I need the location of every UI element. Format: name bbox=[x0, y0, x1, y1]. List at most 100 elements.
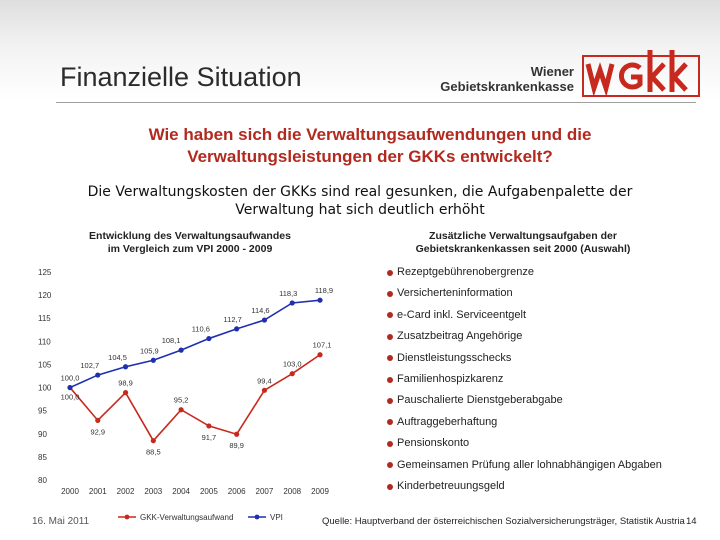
data-point bbox=[206, 423, 212, 429]
data-label: 114,6 bbox=[251, 306, 269, 315]
data-point bbox=[234, 431, 240, 437]
x-tick-label: 2009 bbox=[311, 487, 329, 496]
data-label: 98,9 bbox=[118, 379, 133, 388]
data-point bbox=[317, 352, 323, 358]
data-label: 99,4 bbox=[257, 376, 272, 385]
question-line-2: Verwaltungsleistungen der GKKs entwickel… bbox=[187, 147, 553, 166]
y-tick-label: 110 bbox=[38, 337, 51, 346]
x-tick-label: 2001 bbox=[89, 487, 107, 496]
wgkk-logo-mark bbox=[582, 50, 700, 97]
y-tick-label: 105 bbox=[38, 360, 52, 369]
data-point bbox=[178, 407, 184, 413]
data-point bbox=[317, 297, 323, 303]
data-point bbox=[95, 417, 101, 423]
x-tick-label: 2000 bbox=[61, 487, 79, 496]
y-tick-label: 90 bbox=[38, 430, 47, 439]
data-label: 104,5 bbox=[108, 353, 127, 362]
bullet-icon bbox=[387, 269, 393, 276]
chart-heading-line-1: Entwicklung des Verwaltungsaufwandes bbox=[89, 230, 291, 242]
y-tick-label: 115 bbox=[38, 314, 51, 323]
data-point bbox=[206, 335, 212, 342]
bullet-icon bbox=[387, 312, 393, 319]
data-point bbox=[122, 364, 129, 370]
data-point bbox=[95, 372, 101, 378]
legend-marker bbox=[254, 514, 260, 520]
y-tick-label: 120 bbox=[38, 291, 52, 300]
y-tick-label: 85 bbox=[38, 453, 47, 462]
y-tick-label: 95 bbox=[38, 407, 47, 416]
data-point bbox=[261, 387, 268, 393]
task-list-item: Pensionskonto bbox=[387, 433, 662, 454]
statement-text: Die Verwaltungskosten der GKKs sind real… bbox=[60, 183, 660, 219]
logo-text: Wiener Gebietskrankenkasse bbox=[434, 64, 574, 94]
task-label: Gemeinsamen Prüfung aller lohnabhängigen… bbox=[397, 458, 662, 471]
data-label: 105,9 bbox=[140, 346, 159, 355]
data-label: 89,9 bbox=[229, 441, 244, 450]
data-point bbox=[261, 317, 268, 323]
x-tick-label: 2005 bbox=[200, 487, 218, 496]
task-list-item: Versicherteninformation bbox=[387, 283, 662, 304]
task-label: Familienhospizkarenz bbox=[397, 372, 504, 385]
task-list-item: Kinderbetreuungsgeld bbox=[387, 476, 662, 497]
logo-line-1: Wiener bbox=[530, 64, 574, 79]
header-band bbox=[0, 0, 720, 108]
bullet-icon bbox=[387, 333, 393, 340]
data-point bbox=[150, 438, 156, 444]
task-list-heading: Zusätzliche Verwaltungsaufgaben der Gebi… bbox=[368, 230, 678, 256]
data-point bbox=[122, 390, 129, 396]
task-label: e-Card inkl. Serviceentgelt bbox=[397, 308, 527, 321]
x-tick-label: 2008 bbox=[283, 487, 301, 496]
task-label: Kinderbetreuungsgeld bbox=[397, 479, 505, 492]
data-label: 92,9 bbox=[90, 427, 105, 436]
data-point bbox=[67, 384, 73, 391]
task-label: Versicherteninformation bbox=[397, 287, 513, 300]
data-label: 100,0 bbox=[61, 393, 80, 402]
chart-heading: Entwicklung des Verwaltungsaufwandes im … bbox=[40, 230, 340, 256]
data-label: 110,6 bbox=[192, 325, 210, 334]
wgkk-logo bbox=[582, 48, 700, 98]
data-point bbox=[234, 326, 240, 332]
task-list-item: Familienhospizkarenz bbox=[387, 369, 662, 390]
task-list-item: Gemeinsamen Prüfung aller lohnabhängigen… bbox=[387, 455, 662, 476]
task-list-heading-line-2: Gebietskrankenkassen seit 2000 (Auswahl) bbox=[415, 243, 631, 255]
bullet-icon bbox=[387, 419, 393, 426]
question-heading: Wie haben sich die Verwaltungsaufwendung… bbox=[40, 124, 700, 168]
x-tick-label: 2004 bbox=[172, 487, 190, 496]
data-label: 91,7 bbox=[202, 433, 217, 442]
data-label: 118,9 bbox=[315, 286, 333, 295]
task-label: Pauschalierte Dienstgeberabgabe bbox=[397, 394, 563, 407]
y-tick-label: 125 bbox=[38, 268, 52, 277]
bullet-icon bbox=[387, 291, 393, 298]
data-point bbox=[178, 347, 184, 353]
chart-heading-line-2: im Vergleich zum VPI 2000 - 2009 bbox=[107, 243, 273, 255]
x-tick-label: 2003 bbox=[144, 487, 162, 496]
task-label: Dienstleistungsschecks bbox=[397, 351, 512, 364]
task-label: Auftraggeberhaftung bbox=[397, 415, 498, 428]
data-label: 95,2 bbox=[174, 396, 189, 405]
statement-line-2: Verwaltung hat sich deutlich erhöht bbox=[235, 202, 485, 218]
x-tick-label: 2006 bbox=[228, 487, 246, 496]
task-list-item: Rezeptgebührenobergrenze bbox=[387, 262, 662, 283]
bullet-icon bbox=[387, 398, 393, 405]
page-number: 14 bbox=[686, 516, 697, 527]
data-label: 102,7 bbox=[80, 361, 99, 370]
x-tick-label: 2002 bbox=[117, 487, 135, 496]
x-tick-label: 2007 bbox=[256, 487, 274, 496]
logo-line-2: Gebietskrankenkasse bbox=[440, 79, 574, 94]
series-line-verwaltungsaufwand bbox=[69, 354, 321, 443]
task-label: Zusatzbeitrag Angehörige bbox=[397, 330, 523, 343]
line-chart: 80 85 90 95 100 105 110 115 120 125 2000 2001 2002 20… bbox=[38, 268, 333, 522]
legend-label: GKK-Verwaltungsaufwand bbox=[140, 513, 233, 522]
data-label: 112,7 bbox=[224, 315, 242, 324]
statement-line-1: Die Verwaltungskosten der GKKs sind real… bbox=[87, 184, 633, 200]
data-point bbox=[289, 300, 295, 306]
y-tick-label: 100 bbox=[38, 384, 52, 393]
task-list-item: Zusatzbeitrag Angehörige bbox=[387, 326, 662, 347]
task-list: Rezeptgebührenobergrenze Versicherteninf… bbox=[387, 262, 662, 497]
task-label: Rezeptgebührenobergrenze bbox=[397, 266, 534, 278]
task-list-item: Dienstleistungsschecks bbox=[387, 348, 662, 369]
bullet-icon bbox=[387, 376, 393, 383]
series-line-vpi bbox=[69, 299, 321, 389]
data-label: 107,1 bbox=[313, 341, 332, 350]
question-line-1: Wie haben sich die Verwaltungsaufwendung… bbox=[148, 125, 592, 144]
